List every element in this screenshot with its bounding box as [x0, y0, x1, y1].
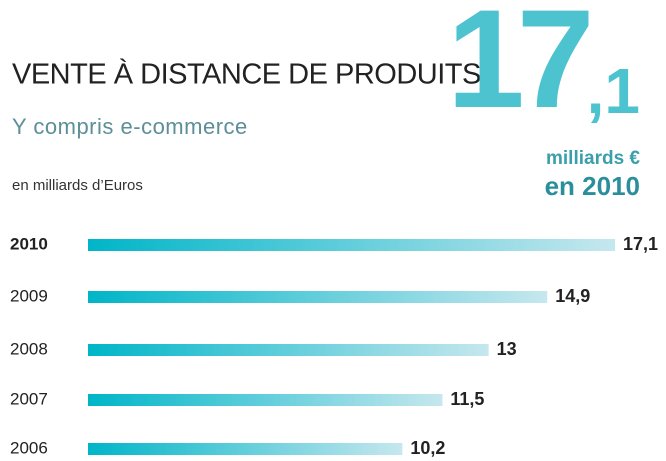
value-label: 17,1 [623, 234, 658, 254]
chart-title: VENTE À DISTANCE DE PRODUITS [12, 58, 481, 91]
bar [88, 291, 548, 303]
bar [88, 344, 489, 356]
value-label: 13 [497, 339, 517, 359]
bar [88, 239, 615, 251]
value-label: 10,2 [410, 438, 445, 458]
bar [88, 443, 403, 455]
category-label: 2008 [10, 339, 48, 358]
category-label: 2010 [10, 234, 48, 253]
value-label: 11,5 [450, 389, 484, 409]
unit-label: en milliards d’Euros [12, 177, 143, 194]
chart-subtitle: Y compris e-commerce [12, 114, 248, 139]
category-label: 2009 [10, 286, 48, 305]
highlight-year: en 2010 [545, 171, 640, 201]
highlight-number: 17,1 [447, 0, 640, 137]
bar [88, 394, 443, 406]
category-label: 2006 [10, 438, 48, 457]
category-label: 2007 [10, 389, 48, 408]
highlight-unit: milliards € [546, 148, 640, 169]
value-label: 14,9 [555, 286, 590, 306]
